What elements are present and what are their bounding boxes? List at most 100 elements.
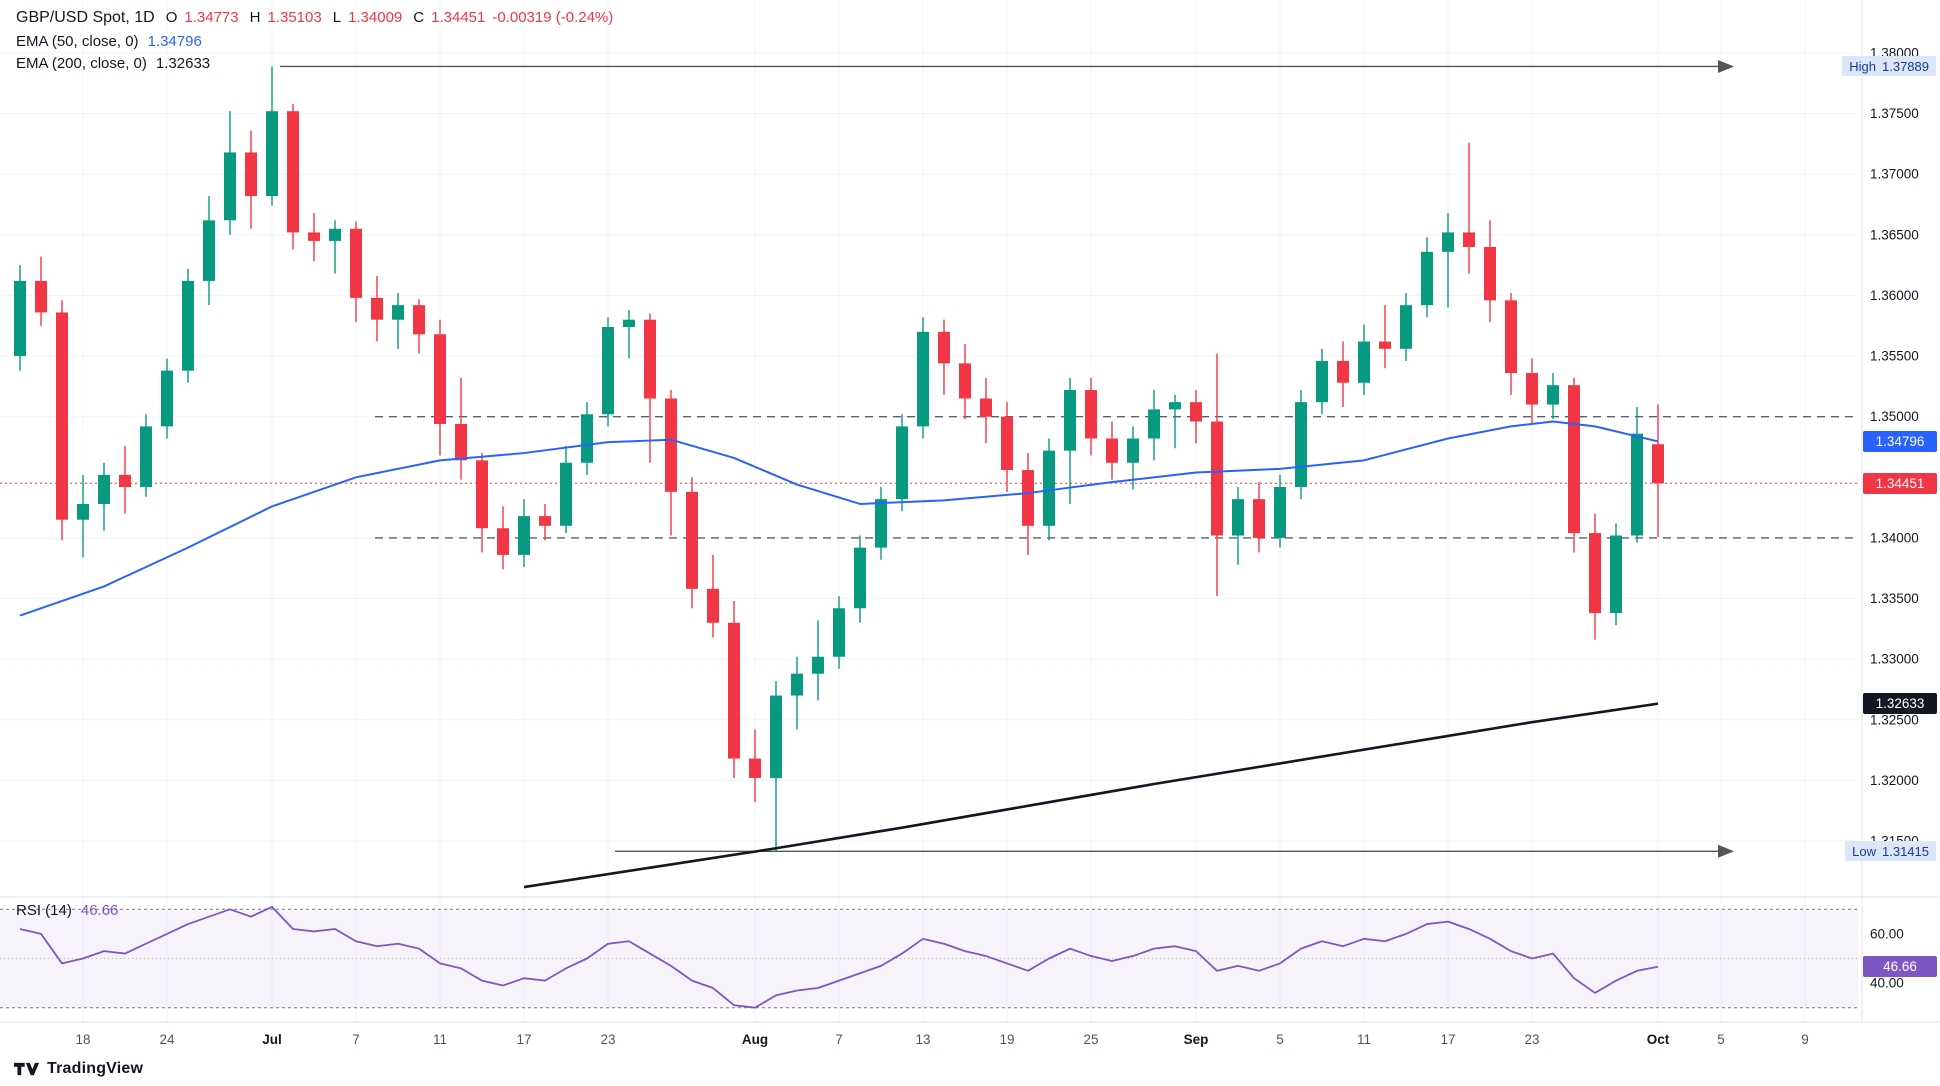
candle-body[interactable] [959,363,971,399]
candle-body[interactable] [1127,438,1139,463]
candle-body[interactable] [497,528,509,555]
candle-body[interactable] [581,414,593,463]
candle-body[interactable] [1022,470,1034,526]
candle-body[interactable] [413,305,425,335]
price-axis-label: 1.36500 [1870,227,1919,242]
candle-body[interactable] [1526,373,1538,405]
candle-body[interactable] [1547,385,1559,405]
time-axis-label: Sep [1184,1032,1209,1047]
price-axis-label: 1.35500 [1870,349,1919,364]
price-axis-label: 1.32500 [1870,712,1919,727]
candle-body[interactable] [749,758,761,778]
candle-body[interactable] [686,491,698,589]
candle-body[interactable] [1589,533,1601,614]
candle-body[interactable] [707,588,719,623]
time-axis-label: Jul [262,1032,282,1047]
candle-body[interactable] [308,232,320,241]
candle-body[interactable] [245,152,257,197]
candle-body[interactable] [140,426,152,488]
candle-body[interactable] [1169,402,1181,410]
candle-body[interactable] [14,280,26,357]
high-marker-price: 1.37889 [1882,58,1929,74]
ema50-legend-row[interactable]: EMA (50, close, 0) 1.34796 [16,33,613,50]
candle-body[interactable] [56,312,68,520]
candle-body[interactable] [1652,444,1664,484]
candle-body[interactable] [1610,535,1622,614]
candle-body[interactable] [392,305,404,320]
candle-body[interactable] [833,608,845,657]
candle-body[interactable] [1085,390,1097,439]
candle-body[interactable] [35,280,47,313]
candle-body[interactable] [1106,438,1118,463]
candle-body[interactable] [224,152,236,221]
candle-body[interactable] [98,474,110,504]
time-axis-label: 25 [1083,1032,1098,1047]
candle-body[interactable] [1274,487,1286,538]
candle-body[interactable] [980,398,992,417]
candle-body[interactable] [476,460,488,529]
candle-body[interactable] [161,370,173,427]
candle-body[interactable] [329,228,341,241]
candle-body[interactable] [1358,341,1370,383]
candle-body[interactable] [539,516,551,526]
symbol-row[interactable]: GBP/USD Spot, 1D O 1.34773 H 1.35103 L 1.34… [16,8,613,28]
candle-body[interactable] [287,111,299,233]
time-axis-label: 13 [915,1032,930,1047]
candle-body[interactable] [1253,499,1265,538]
candle-body[interactable] [644,319,656,399]
candle-body[interactable] [938,331,950,364]
candle-body[interactable] [1400,305,1412,349]
candle-body[interactable] [1316,360,1328,403]
candle-body[interactable] [1379,341,1391,349]
candle-body[interactable] [1148,409,1160,439]
symbol-title[interactable]: GBP/USD Spot, 1D [16,9,155,26]
candle-body[interactable] [1043,450,1055,526]
candle-body[interactable] [854,547,866,609]
candle-body[interactable] [371,297,383,320]
candle-body[interactable] [350,228,362,298]
candle-body[interactable] [1295,402,1307,488]
candle-body[interactable] [1190,402,1202,422]
ema200-legend-label: EMA (200, close, 0) [16,55,147,72]
candle-body[interactable] [1421,251,1433,306]
candle-body[interactable] [1568,385,1580,534]
candle-body[interactable] [917,331,929,427]
candle-body[interactable] [875,499,887,548]
candle-body[interactable] [119,474,131,488]
candle-body[interactable] [728,622,740,759]
time-axis-label: 18 [75,1032,90,1047]
ema50-line[interactable] [19,420,1659,617]
candle-body[interactable] [1211,421,1223,536]
candle-body[interactable] [1337,360,1349,383]
ema200-line[interactable] [523,702,1659,889]
candle-body[interactable] [455,423,467,461]
candle-body[interactable] [77,503,89,520]
rsi-legend-row[interactable]: RSI (14) 46.66 [16,902,118,919]
candle-body[interactable] [791,673,803,696]
candle-body[interactable] [1463,232,1475,247]
tradingview-link[interactable]: TradingView [14,1060,143,1078]
candle-body[interactable] [266,111,278,197]
candle-body[interactable] [770,695,782,778]
candle-body[interactable] [518,516,530,555]
candle-body[interactable] [665,398,677,492]
candle-body[interactable] [1232,499,1244,536]
candle-body[interactable] [203,220,215,281]
candle-body[interactable] [434,334,446,424]
candle-body[interactable] [1505,300,1517,374]
candle-body[interactable] [1064,390,1076,451]
candle-body[interactable] [1631,433,1643,536]
candle-body[interactable] [896,426,908,500]
candle-body[interactable] [560,462,572,526]
ema200-legend-row[interactable]: EMA (200, close, 0) 1.32633 [16,55,613,72]
candle-body[interactable] [623,319,635,327]
rsi-line[interactable] [19,905,1659,1009]
candle-body[interactable] [1484,246,1496,301]
high-arrow-head [1718,59,1734,73]
candle-body[interactable] [1442,232,1454,252]
candle-body[interactable] [812,656,824,674]
candle-body[interactable] [1001,416,1013,471]
candle-body[interactable] [182,280,194,371]
candle-body[interactable] [602,326,614,415]
